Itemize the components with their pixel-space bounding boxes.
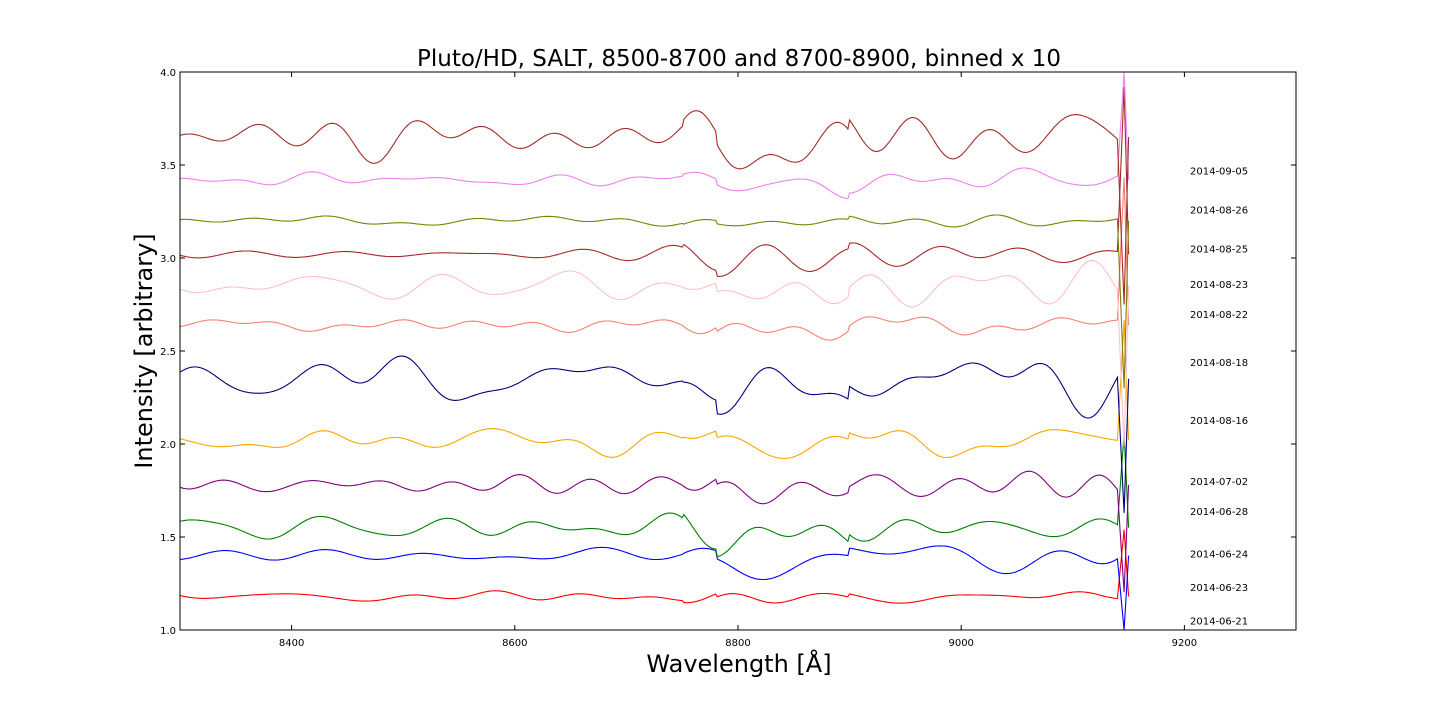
y-tick-label: 2.0 xyxy=(160,440,176,451)
series-line-2014-07-02 xyxy=(179,319,1130,460)
date-labels: 2014-06-21 2014-06-23 2014-06-24 2014-06-28… xyxy=(1190,167,1248,628)
chart-title: Pluto/HD, SALT, 8500-8700 and 8700-8900,… xyxy=(417,46,1061,72)
ticks-layer: 8400 8600 8800 9000 9200 1.0 1.5 2.0 2.5 3.0 3.5 4.… xyxy=(160,68,1296,649)
series-label: 2014-08-22 xyxy=(1190,310,1248,321)
series-line-2014-08-18 xyxy=(179,177,1130,341)
series-label: 2014-08-26 xyxy=(1190,206,1248,217)
y-tick-label: 1.5 xyxy=(160,533,176,544)
series-line-2014-08-25 xyxy=(179,214,1130,389)
x-tick-label: 9000 xyxy=(948,638,973,649)
x-tick-label: 8600 xyxy=(502,638,527,649)
y-tick-label: 3.0 xyxy=(160,254,176,265)
y-tick-label: 4.0 xyxy=(160,68,176,79)
y-tick-label: 3.5 xyxy=(160,161,176,172)
x-axis-label: Wavelength [Å] xyxy=(646,649,831,678)
y-tick-label: 1.0 xyxy=(160,626,176,637)
series-line-2014-08-16 xyxy=(179,355,1130,513)
plot-frame xyxy=(179,71,1297,631)
series-line-2014-06-21 xyxy=(179,529,1130,604)
x-tick-label: 8800 xyxy=(725,638,750,649)
series-line-2014-06-24 xyxy=(179,433,1130,558)
series-line-2014-08-22 xyxy=(179,259,1130,447)
x-tick-label: 9200 xyxy=(1172,638,1197,649)
series-label: 2014-08-23 xyxy=(1190,280,1248,291)
series-label: 2014-08-18 xyxy=(1190,358,1248,369)
series-line-2014-06-28 xyxy=(179,470,1130,593)
series-label: 2014-06-28 xyxy=(1190,507,1248,518)
series-label: 2014-06-24 xyxy=(1190,550,1248,561)
y-axis-label: Intensity [arbitrary] xyxy=(130,233,158,468)
series-label: 2014-07-02 xyxy=(1190,477,1248,488)
series-layer xyxy=(179,71,1130,631)
series-label: 2014-06-21 xyxy=(1190,617,1248,628)
series-label: 2014-08-25 xyxy=(1190,245,1248,256)
y-tick-label: 2.5 xyxy=(160,347,176,358)
series-line-2014-09-05 xyxy=(179,110,1130,305)
x-tick-label: 8400 xyxy=(279,638,304,649)
series-line-2014-08-26 xyxy=(180,71,1130,200)
series-line-2014-06-23 xyxy=(179,545,1130,631)
series-label: 2014-09-05 xyxy=(1190,167,1248,178)
series-label: 2014-06-23 xyxy=(1190,583,1248,594)
series-line-2014-08-23 xyxy=(179,86,1130,277)
series-label: 2014-08-16 xyxy=(1190,416,1248,427)
